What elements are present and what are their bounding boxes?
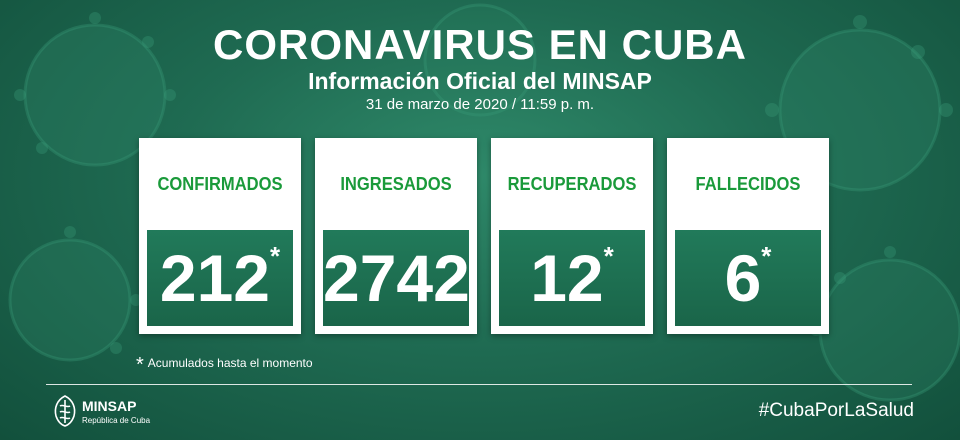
card-number-box: 12* (499, 230, 645, 326)
card-recuperados: RECUPERADOS 12* (491, 138, 653, 334)
footnote-text: Acumulados hasta el momento (147, 356, 313, 370)
card-label: RECUPERADOS (507, 174, 637, 194)
logo-subtitle: República de Cuba (82, 416, 151, 425)
card-value-text: 12 (530, 241, 604, 315)
card-number-box: 6* (675, 230, 821, 326)
card-value: 12* (499, 240, 645, 316)
card-fallecidos: FALLECIDOS 6* (667, 138, 829, 334)
card-number-box: 2742 (323, 230, 470, 326)
footnote-star: * (136, 354, 144, 376)
card-value: 2742 (323, 240, 470, 316)
card-value-text: 2742 (323, 241, 470, 315)
logo-name: MINSAP (82, 398, 137, 414)
footnote: * Acumulados hasta el momento (136, 354, 313, 377)
card-value-text: 212 (159, 241, 270, 315)
card-confirmados: CONFIRMADOS 212* (139, 138, 301, 334)
card-number-box: 212* (147, 230, 293, 326)
card-star: * (270, 241, 281, 271)
card-label: FALLECIDOS (695, 174, 801, 194)
page-subtitle: Información Oficial del MINSAP (308, 68, 652, 94)
card-value: 6* (675, 240, 821, 316)
card-star: * (603, 241, 614, 271)
card-value: 212* (147, 240, 293, 316)
minsap-logo-icon (54, 395, 76, 427)
report-date: 31 de marzo de 2020 / 11:59 p. m. (365, 96, 595, 113)
card-star: * (761, 241, 772, 271)
footer-divider (46, 384, 912, 385)
hashtag: #CubaPorLaSalud (758, 400, 914, 421)
card-ingresados: INGRESADOS 2742 (315, 138, 477, 334)
page-title: CORONAVIRUS EN CUBA (213, 21, 747, 68)
card-value-text: 6 (724, 241, 762, 315)
card-label: INGRESADOS (340, 174, 452, 194)
card-label: CONFIRMADOS (157, 174, 283, 194)
